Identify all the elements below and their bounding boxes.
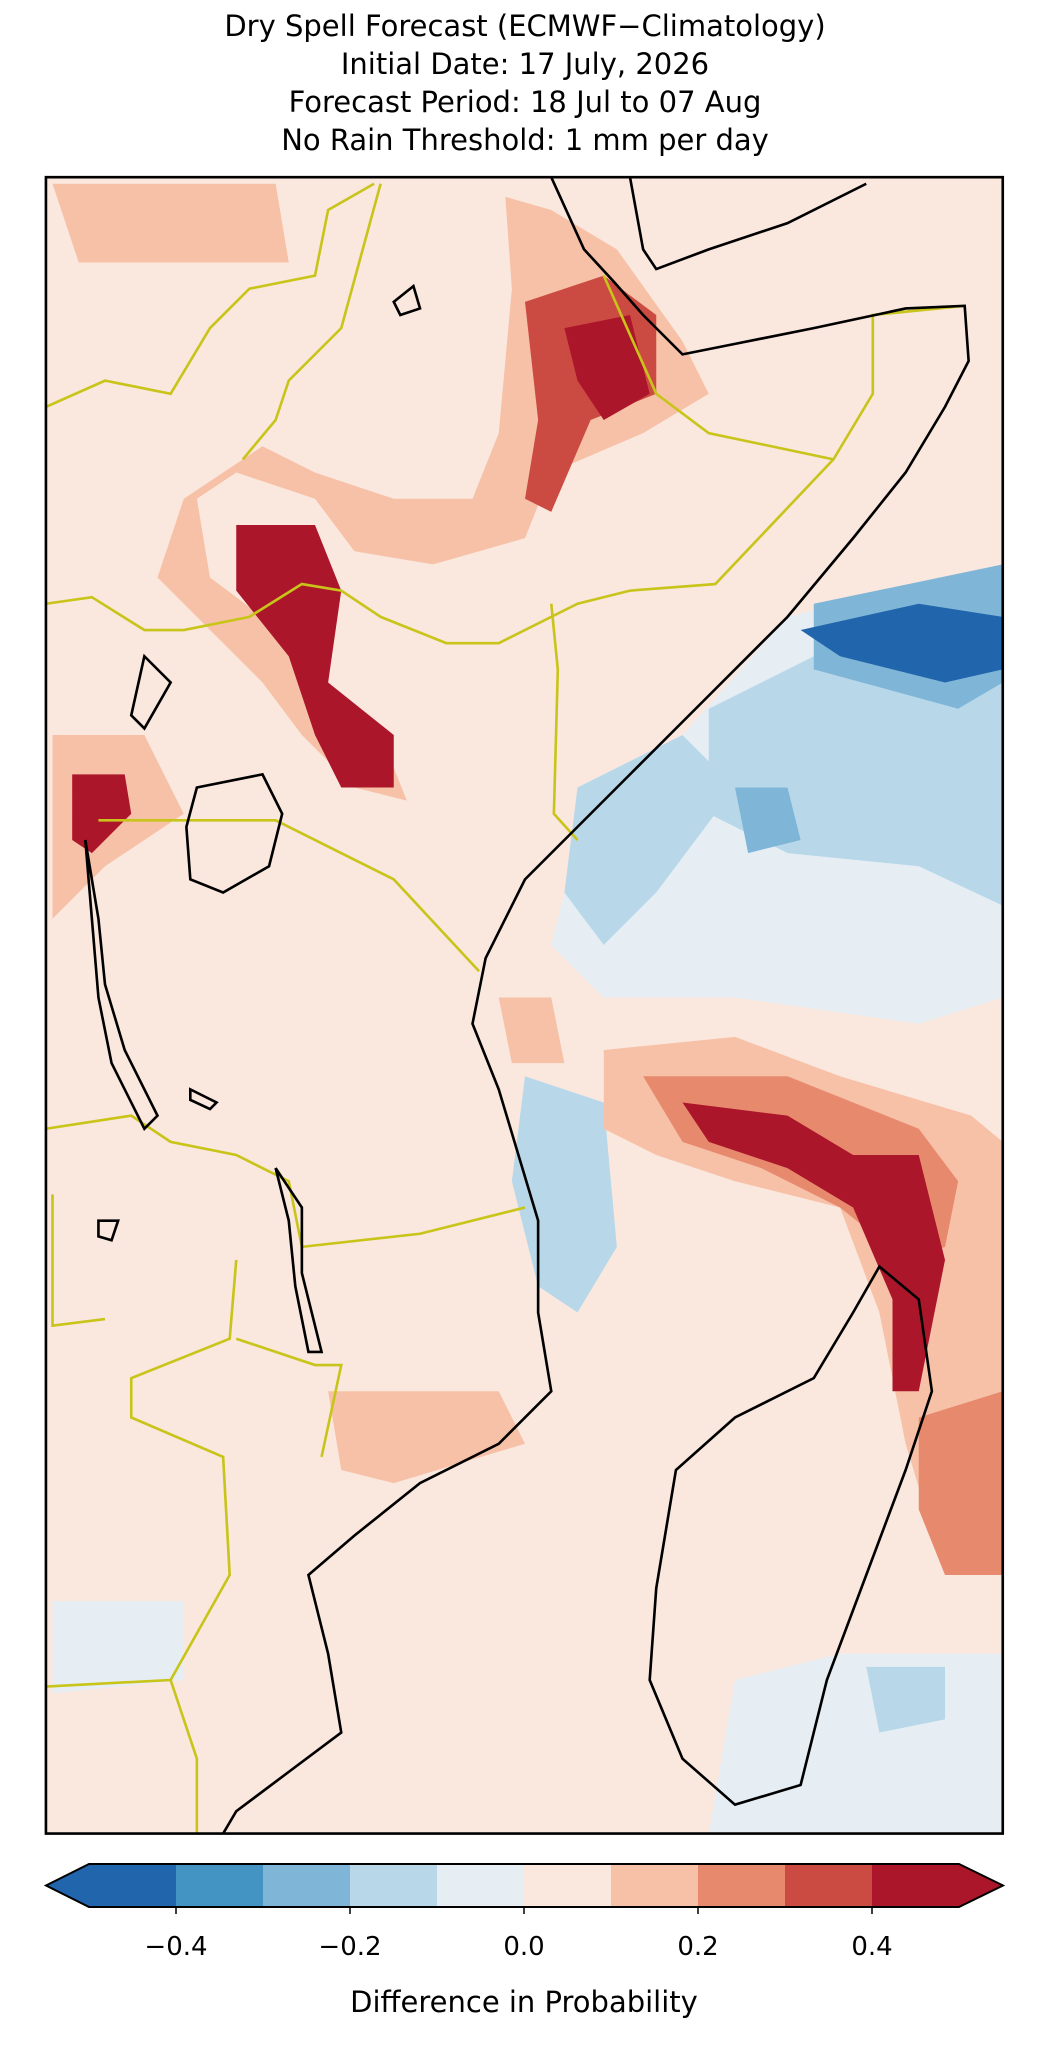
colorbar-segment bbox=[872, 1864, 959, 1907]
colorbar-segment bbox=[698, 1864, 785, 1907]
colorbar-segment bbox=[611, 1864, 698, 1907]
field-patch bbox=[564, 315, 650, 420]
map bbox=[44, 175, 1005, 1835]
borders bbox=[45, 182, 965, 1834]
colorbar-tick-label: −0.4 bbox=[144, 1932, 207, 1962]
title-line: No Rain Threshold: 1 mm per day bbox=[281, 123, 769, 157]
colorbar-extension-high bbox=[959, 1864, 1003, 1907]
colorbar-tick-label: −0.2 bbox=[318, 1932, 381, 1962]
colorbar: −0.4 −0.2 0.0 0.2 0.4 Difference in Probabili… bbox=[43, 1863, 1006, 2019]
colorbar-segment bbox=[524, 1864, 611, 1907]
colorbar-segment bbox=[437, 1864, 524, 1907]
field-patch bbox=[236, 525, 394, 788]
field-patch bbox=[682, 1102, 945, 1392]
colorbar-extension-low bbox=[46, 1864, 89, 1907]
coastline bbox=[84, 177, 970, 1834]
colorbar-tick-label: 0.0 bbox=[503, 1932, 544, 1962]
field-patch bbox=[735, 787, 801, 854]
field-patch bbox=[918, 1391, 1003, 1575]
field-patch bbox=[498, 997, 565, 1064]
map-frame bbox=[44, 175, 1005, 1835]
title-line: Dry Spell Forecast (ECMWF−Climatology) bbox=[224, 9, 825, 43]
colorbar-segment bbox=[785, 1864, 872, 1907]
title-line: Initial Date: 17 July, 2026 bbox=[341, 47, 709, 81]
colorbar-segment bbox=[350, 1864, 437, 1907]
map-field bbox=[45, 177, 1003, 1834]
field-patch bbox=[328, 1391, 525, 1484]
field-patch bbox=[800, 603, 1003, 683]
title-block: Dry Spell Forecast (ECMWF−Climatology) In… bbox=[224, 9, 825, 157]
field-patch bbox=[708, 1653, 1003, 1834]
field-patch bbox=[52, 1601, 184, 1694]
field-patch bbox=[866, 1666, 945, 1733]
colorbar-segment bbox=[263, 1864, 350, 1907]
colorbar-tick-label: 0.4 bbox=[851, 1932, 892, 1962]
colorbar-label: Difference in Probability bbox=[350, 1985, 698, 2019]
colorbar-tick-label: 0.2 bbox=[677, 1932, 718, 1962]
colorbar-segment bbox=[176, 1864, 263, 1907]
colorbar-segment bbox=[89, 1864, 176, 1907]
field-patch bbox=[72, 774, 132, 854]
colorbar-outline bbox=[43, 1863, 1006, 1908]
field-patch bbox=[52, 183, 289, 263]
title-line: Forecast Period: 18 Jul to 07 Aug bbox=[289, 85, 762, 119]
field-patch bbox=[564, 735, 735, 945]
